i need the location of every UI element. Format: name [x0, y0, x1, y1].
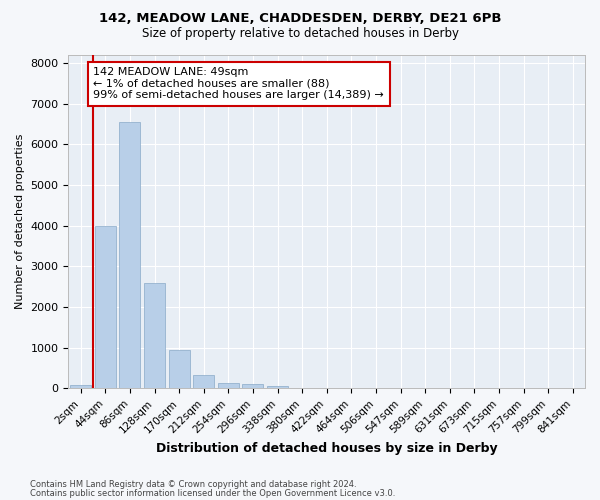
Text: 142 MEADOW LANE: 49sqm
← 1% of detached houses are smaller (88)
99% of semi-deta: 142 MEADOW LANE: 49sqm ← 1% of detached … — [94, 67, 384, 100]
Bar — [169, 350, 190, 389]
X-axis label: Distribution of detached houses by size in Derby: Distribution of detached houses by size … — [156, 442, 497, 455]
Bar — [95, 226, 116, 388]
Bar — [144, 282, 165, 389]
Bar — [267, 386, 288, 388]
Bar — [242, 384, 263, 388]
Y-axis label: Number of detached properties: Number of detached properties — [15, 134, 25, 310]
Text: 142, MEADOW LANE, CHADDESDEN, DERBY, DE21 6PB: 142, MEADOW LANE, CHADDESDEN, DERBY, DE2… — [99, 12, 501, 26]
Bar — [193, 375, 214, 388]
Bar — [119, 122, 140, 388]
Text: Contains public sector information licensed under the Open Government Licence v3: Contains public sector information licen… — [30, 489, 395, 498]
Bar — [70, 385, 91, 388]
Text: Size of property relative to detached houses in Derby: Size of property relative to detached ho… — [142, 28, 458, 40]
Text: Contains HM Land Registry data © Crown copyright and database right 2024.: Contains HM Land Registry data © Crown c… — [30, 480, 356, 489]
Bar — [218, 383, 239, 388]
